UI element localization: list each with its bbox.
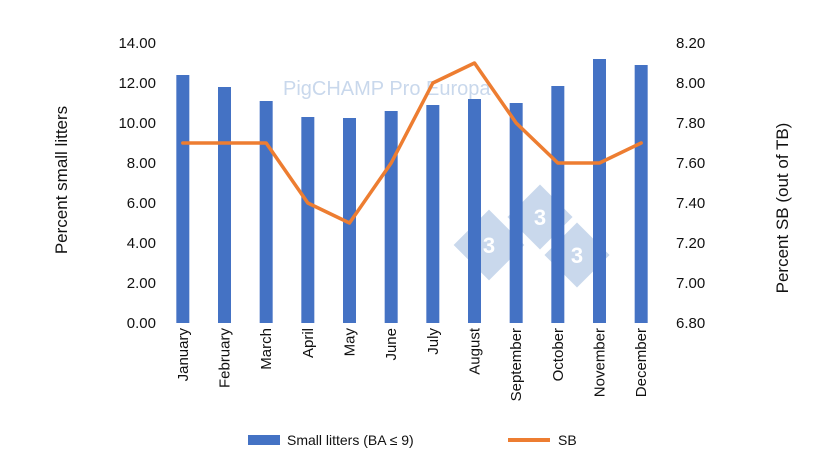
legend-swatch-bar bbox=[248, 435, 280, 445]
y2-tick-label: 7.20 bbox=[676, 235, 705, 252]
watermark-logo-digit: 3 bbox=[483, 233, 495, 258]
x-axis-ticks: January February March April May June July Augu… bbox=[175, 327, 650, 401]
y-tick-label: 6.00 bbox=[127, 195, 156, 212]
sb-point bbox=[598, 161, 601, 165]
y-tick-label: 4.00 bbox=[127, 235, 156, 252]
legend: Small litters (BA ≤ 9) SB bbox=[248, 432, 577, 448]
x-tick-label: March bbox=[258, 328, 275, 370]
y-tick-label: 14.00 bbox=[118, 35, 156, 52]
bar bbox=[468, 99, 481, 323]
bar-series bbox=[176, 59, 648, 323]
sb-line bbox=[181, 61, 643, 225]
watermark-logo-digit: 3 bbox=[571, 243, 583, 268]
watermark-logo-digit: 3 bbox=[534, 205, 546, 230]
y-tick-label: 0.00 bbox=[127, 315, 156, 332]
x-tick-label: July bbox=[425, 328, 442, 355]
bar bbox=[551, 86, 565, 323]
x-tick-label: February bbox=[217, 328, 234, 389]
sb-point bbox=[473, 61, 476, 65]
bar bbox=[384, 111, 398, 323]
left-axis-ticks: 0.00 2.00 4.00 6.00 8.00 10.00 12.00 14.00 bbox=[118, 35, 156, 332]
y2-tick-label: 7.40 bbox=[676, 195, 705, 212]
sb-point bbox=[389, 161, 393, 165]
y-tick-label: 2.00 bbox=[127, 275, 156, 292]
bar bbox=[218, 87, 231, 323]
x-tick-label: November bbox=[592, 328, 609, 397]
x-tick-label: January bbox=[175, 328, 192, 382]
sb-point bbox=[306, 201, 310, 205]
y2-tick-label: 7.00 bbox=[676, 275, 705, 292]
sb-point bbox=[514, 121, 518, 125]
legend-label-line: SB bbox=[558, 432, 577, 448]
bar bbox=[634, 65, 648, 323]
sb-point bbox=[181, 141, 185, 145]
right-axis-ticks: 6.80 7.00 7.20 7.40 7.60 7.80 8.00 8.20 bbox=[676, 35, 705, 332]
y2-tick-label: 8.00 bbox=[676, 75, 705, 92]
y-tick-label: 8.00 bbox=[127, 155, 156, 172]
bar bbox=[259, 101, 273, 323]
bar bbox=[176, 75, 190, 323]
bar bbox=[301, 117, 315, 323]
bar bbox=[426, 105, 440, 323]
bar bbox=[593, 59, 606, 323]
right-axis-title: Percent SB (out of TB) bbox=[773, 123, 792, 294]
y2-tick-label: 8.20 bbox=[676, 35, 705, 52]
y2-tick-label: 7.80 bbox=[676, 115, 705, 132]
sb-point bbox=[264, 141, 268, 145]
sb-point bbox=[556, 161, 560, 165]
y2-tick-label: 7.60 bbox=[676, 155, 705, 172]
x-tick-label: April bbox=[300, 328, 317, 358]
line-series bbox=[181, 61, 643, 225]
y-tick-label: 12.00 bbox=[118, 75, 156, 92]
y2-tick-label: 6.80 bbox=[676, 315, 705, 332]
x-tick-label: May bbox=[342, 328, 359, 357]
sb-point bbox=[639, 141, 643, 145]
x-tick-label: August bbox=[467, 327, 484, 375]
y-tick-label: 10.00 bbox=[118, 115, 156, 132]
sb-point bbox=[223, 141, 226, 145]
x-tick-label: September bbox=[508, 328, 525, 401]
x-tick-label: October bbox=[550, 328, 567, 381]
bar bbox=[509, 103, 523, 323]
x-tick-label: December bbox=[633, 328, 650, 397]
sb-point bbox=[348, 221, 351, 225]
watermark-text: PigCHAMP Pro Europa bbox=[283, 78, 491, 100]
legend-label-bar: Small litters (BA ≤ 9) bbox=[287, 432, 414, 448]
sb-point bbox=[431, 81, 435, 85]
x-tick-label: June bbox=[383, 328, 400, 361]
left-axis-title: Percent small litters bbox=[52, 106, 71, 254]
